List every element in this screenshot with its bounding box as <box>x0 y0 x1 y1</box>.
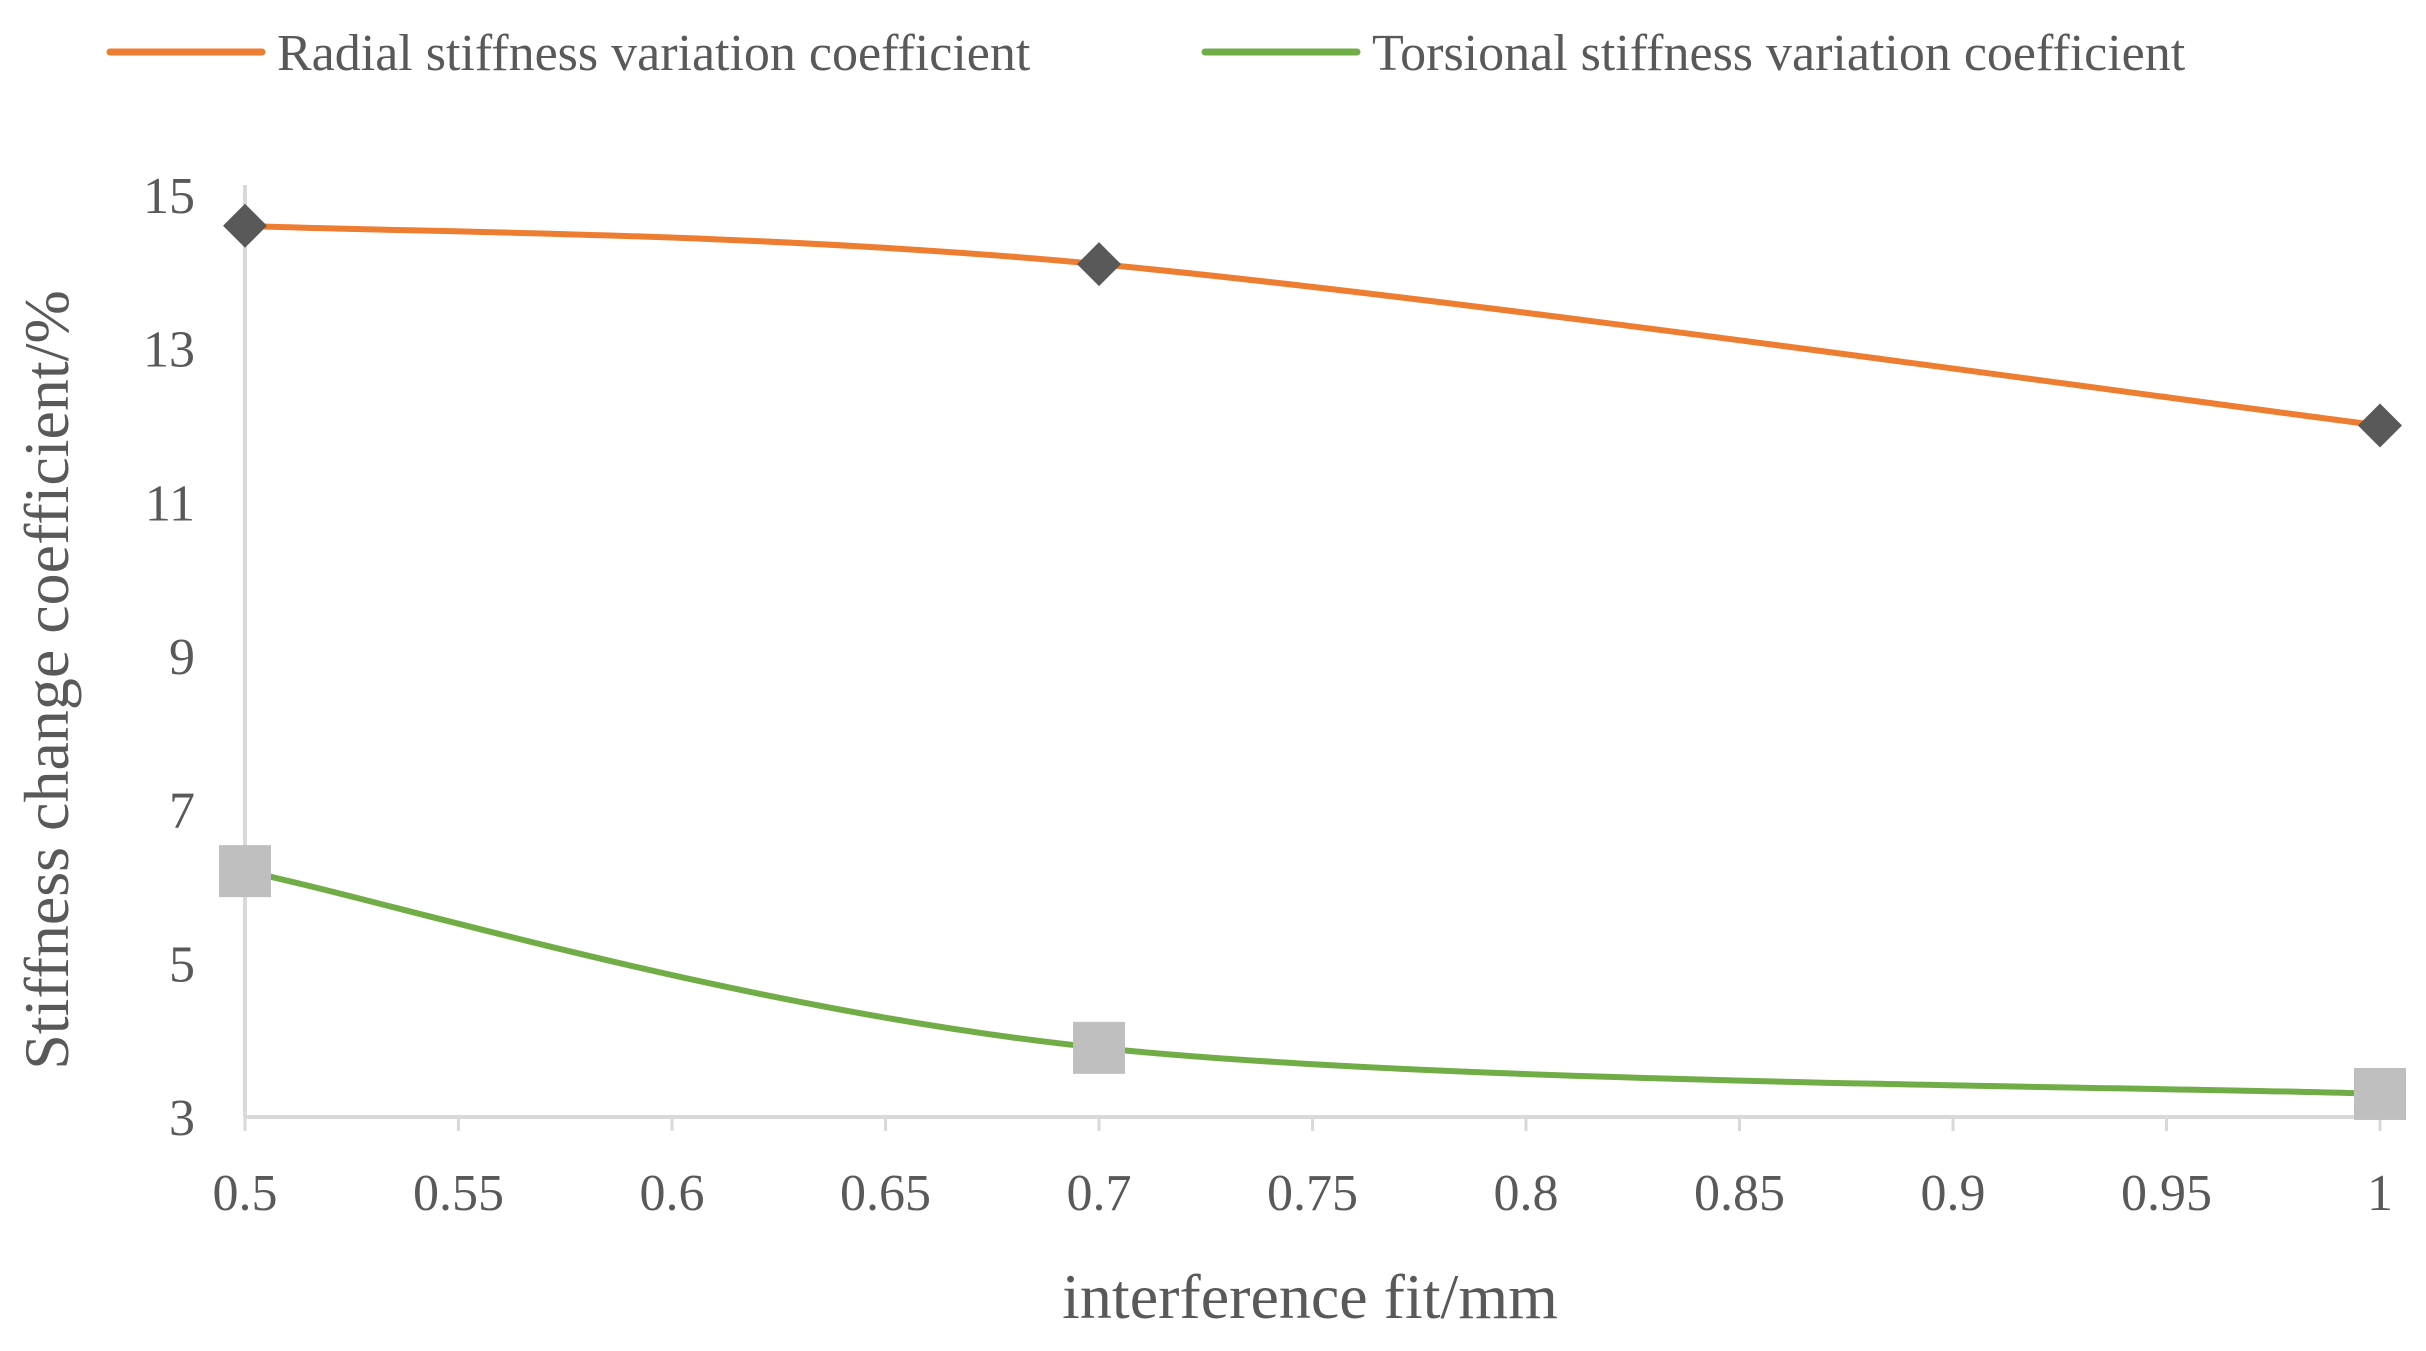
data-point-diamond <box>223 203 267 248</box>
axes: 0.5 0.55 0.6 0.65 0.7 0.75 0.8 0.85 0.9 0.95 13579… <box>143 168 2393 1222</box>
x-tick-label: 1 <box>2367 1165 2393 1222</box>
y-tick-label: 9 <box>169 629 195 686</box>
y-tick-label: 15 <box>143 168 195 225</box>
x-tick-label: 0.7 <box>1067 1165 1132 1222</box>
series-line-2 <box>242 868 2383 1097</box>
x-tick-label: 0.8 <box>1494 1165 1559 1222</box>
data-point-square <box>1073 1021 1125 1074</box>
y-tick-label: 11 <box>145 475 195 532</box>
legend-label-2: Torsional stiffness variation coefficien… <box>1372 25 2186 82</box>
x-tick-label: 0.55 <box>413 1165 504 1222</box>
data-point-square <box>219 845 271 898</box>
x-tick-label: 0.65 <box>840 1165 931 1222</box>
y-tick-label: 13 <box>143 322 195 379</box>
x-tick-label: 0.75 <box>1267 1165 1358 1222</box>
y-tick-label: 3 <box>169 1090 195 1147</box>
y-tick-label: 5 <box>169 936 195 993</box>
x-tick-label: 0.5 <box>213 1165 278 1222</box>
data-point-square <box>2354 1067 2406 1120</box>
x-tick-label: 0.95 <box>2121 1165 2212 1222</box>
legend: Radial stiffness variation coefficient To… <box>106 25 2186 82</box>
data-point-diamond <box>1077 242 1121 287</box>
series-line-1 <box>242 222 2383 429</box>
x-axis-title: interference fit/mm <box>1062 1261 1558 1332</box>
plot-area <box>219 203 2406 1120</box>
x-tick-label: 0.85 <box>1694 1165 1785 1222</box>
x-tick-label: 0.9 <box>1921 1165 1986 1222</box>
y-tick-label: 7 <box>169 783 195 840</box>
y-axis-title: Stiffness change coefficient/% <box>11 290 82 1070</box>
legend-label-1: Radial stiffness variation coefficient <box>277 25 1031 82</box>
x-tick-label: 0.6 <box>640 1165 705 1222</box>
data-point-diamond <box>2358 403 2402 448</box>
